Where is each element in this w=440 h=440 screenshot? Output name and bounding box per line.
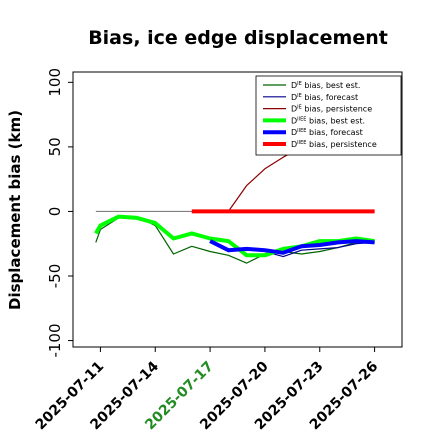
series-line-3 xyxy=(227,146,302,212)
legend-entry: DIE bias, best est. xyxy=(291,81,360,90)
y-tick-label: 100 xyxy=(46,68,64,97)
series-line-5 xyxy=(209,239,375,255)
legend: DIE bias, best est. DIE bias, forecast DIE… xyxy=(255,75,402,156)
y-tick-label: -100 xyxy=(46,324,64,358)
legend-entry: DIIEE bias, best est. xyxy=(291,116,365,125)
plot-area xyxy=(94,146,375,264)
legend-entry: DIE bias, persistence xyxy=(291,105,372,114)
legend-entry: DIE bias, forecast xyxy=(291,93,358,102)
y-tick-label: -50 xyxy=(46,264,64,289)
chart-title: Bias, ice edge displacement xyxy=(88,27,388,49)
legend-entry: DIIEE bias, forecast xyxy=(291,128,363,137)
series-line-4 xyxy=(94,214,375,258)
plot-frame xyxy=(72,71,403,348)
y-tick-label: 50 xyxy=(46,137,64,156)
y-axis-label: Displacement bias (km) xyxy=(6,110,24,310)
legend-box xyxy=(255,75,402,156)
y-tick-label: 0 xyxy=(46,207,64,217)
legend-entry: DIIEE bias, persistence xyxy=(291,140,377,149)
